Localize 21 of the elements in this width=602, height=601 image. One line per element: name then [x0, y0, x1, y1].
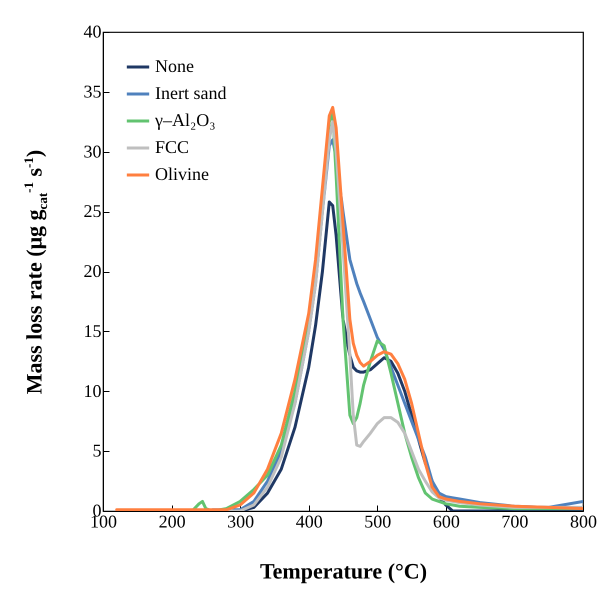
- x-tick-label: 300: [227, 512, 254, 532]
- legend-label: γ–Al₂O₃: [154, 110, 216, 130]
- y-tick-label: 40: [84, 22, 102, 42]
- y-tick-label: 35: [84, 81, 102, 102]
- y-tick-label: 25: [84, 201, 102, 222]
- x-tick-label: 500: [364, 512, 392, 532]
- legend-label: Inert sand: [155, 83, 226, 103]
- x-tick-label: 800: [570, 512, 597, 532]
- legend-label: None: [155, 56, 194, 76]
- legend-label: FCC: [155, 137, 190, 157]
- y-tick-label: 5: [92, 440, 102, 461]
- legend-label: Olivine: [155, 164, 209, 184]
- x-tick-label: 200: [158, 512, 186, 532]
- x-axis-title: Temperature (°C): [260, 558, 428, 584]
- x-tick-label: 400: [296, 512, 323, 532]
- y-tick-label: 10: [84, 380, 102, 401]
- y-tick-label: 15: [84, 320, 102, 341]
- x-tick-label: 600: [432, 512, 460, 532]
- y-tick-label: 30: [84, 141, 102, 162]
- y-tick-label: 20: [84, 261, 102, 281]
- x-tick-label: 700: [501, 512, 528, 532]
